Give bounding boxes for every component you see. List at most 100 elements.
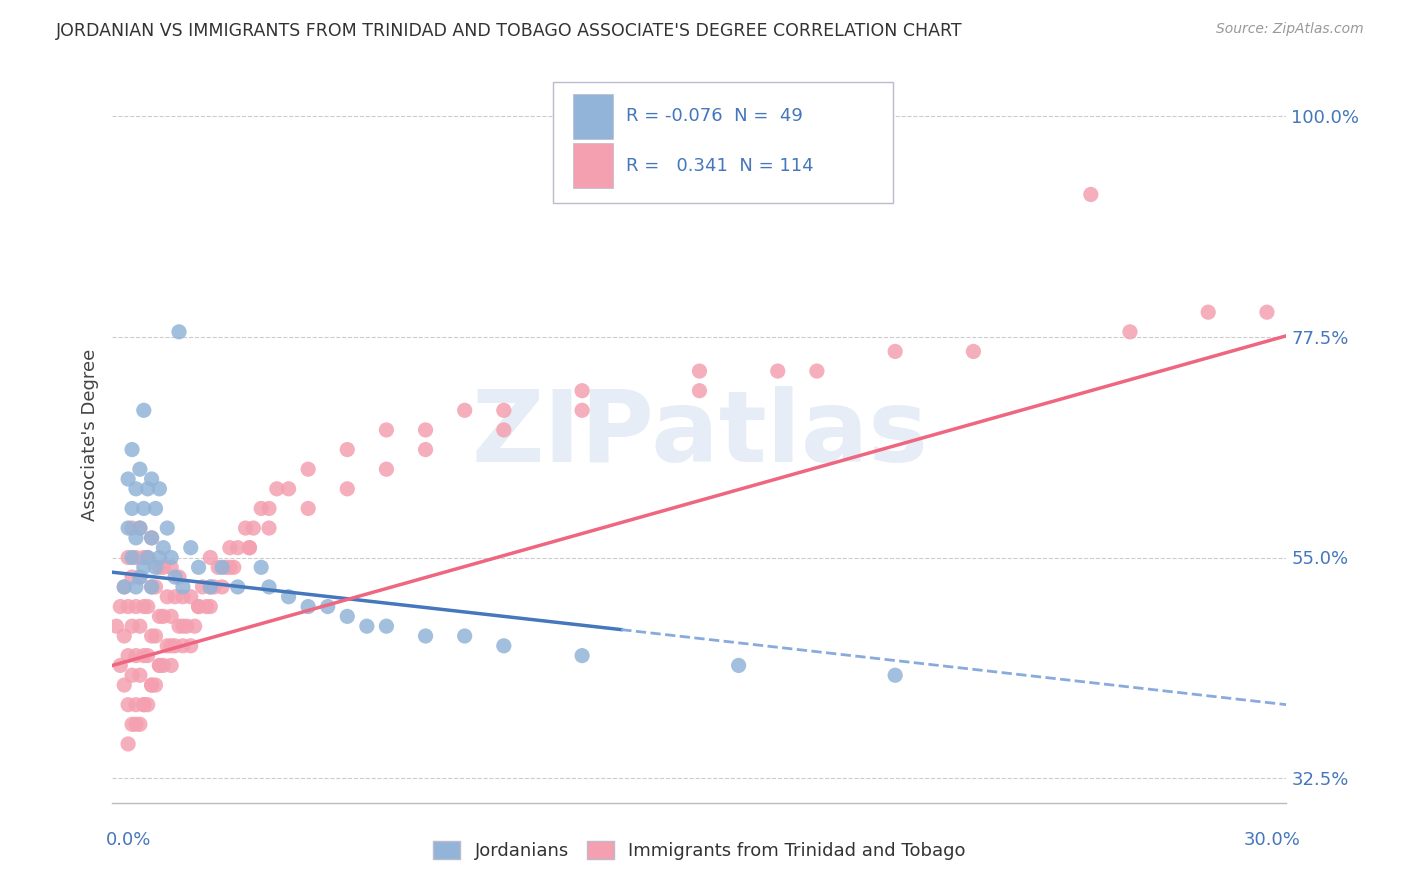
Point [336,442,359,457]
FancyBboxPatch shape [572,95,613,139]
Point [117,599,139,614]
Point [375,423,398,437]
Point [136,550,159,565]
Point [160,658,183,673]
Point [148,550,170,565]
Point [689,364,711,378]
Point [207,560,229,574]
Point [235,521,257,535]
Point [132,599,155,614]
Point [297,599,319,614]
Point [128,521,150,535]
Point [125,648,148,663]
Point [112,629,135,643]
Point [125,717,148,731]
Point [277,590,299,604]
Text: 30.0%: 30.0% [1244,831,1301,849]
Point [121,550,143,565]
Point [141,472,163,486]
Point [132,501,155,516]
Point [415,442,437,457]
Point [145,580,167,594]
Point [277,482,299,496]
Point [336,482,359,496]
Point [257,521,280,535]
Point [112,678,135,692]
Text: 0.0%: 0.0% [105,831,150,849]
Point [219,541,242,555]
Text: R = -0.076  N =  49: R = -0.076 N = 49 [626,107,803,125]
Point [191,580,214,594]
Point [128,619,150,633]
Point [187,599,209,614]
Point [250,501,273,516]
Point [257,580,280,594]
Point [238,541,260,555]
Point [148,560,170,574]
Point [336,609,359,624]
Point [165,590,187,604]
Point [152,541,174,555]
Point [125,482,148,496]
Point [125,599,148,614]
Point [145,678,167,692]
Point [141,678,163,692]
Point [200,599,222,614]
Point [962,344,984,359]
Point [121,521,143,535]
Point [215,560,238,574]
Point [316,599,339,614]
Point [766,364,789,378]
Point [250,560,273,574]
Point [180,541,202,555]
Point [145,560,167,574]
Point [117,521,139,535]
Point [148,658,170,673]
Point [145,501,167,516]
Text: ZIPatlas: ZIPatlas [471,386,928,483]
Point [238,541,260,555]
Point [132,403,155,417]
Point [571,648,593,663]
Point [266,482,288,496]
Point [160,560,183,574]
Point [125,580,148,594]
Point [226,541,249,555]
Point [110,599,132,614]
Point [121,442,143,457]
Point [200,550,222,565]
Point [160,550,183,565]
Point [117,698,139,712]
Point [125,698,148,712]
Point [148,482,170,496]
FancyBboxPatch shape [572,144,613,188]
Point [571,384,593,398]
Point [132,698,155,712]
Point [117,648,139,663]
Point [172,619,194,633]
Point [689,384,711,398]
Point [148,609,170,624]
Text: JORDANIAN VS IMMIGRANTS FROM TRINIDAD AND TOBAGO ASSOCIATE'S DEGREE CORRELATION : JORDANIAN VS IMMIGRANTS FROM TRINIDAD AN… [56,22,963,40]
Point [806,364,828,378]
Point [121,501,143,516]
Point [121,619,143,633]
Point [156,639,179,653]
Point [136,648,159,663]
Point [125,531,148,545]
Point [187,599,209,614]
Point [160,609,183,624]
Point [132,698,155,712]
Point [136,698,159,712]
Legend: Jordanians, Immigrants from Trinidad and Tobago: Jordanians, Immigrants from Trinidad and… [426,833,973,867]
Point [492,639,515,653]
Point [1256,305,1278,319]
Point [141,580,163,594]
Point [165,639,187,653]
Point [128,521,150,535]
Point [727,658,749,673]
Point [121,668,143,682]
Point [117,737,139,751]
Point [242,521,264,535]
Point [141,629,163,643]
